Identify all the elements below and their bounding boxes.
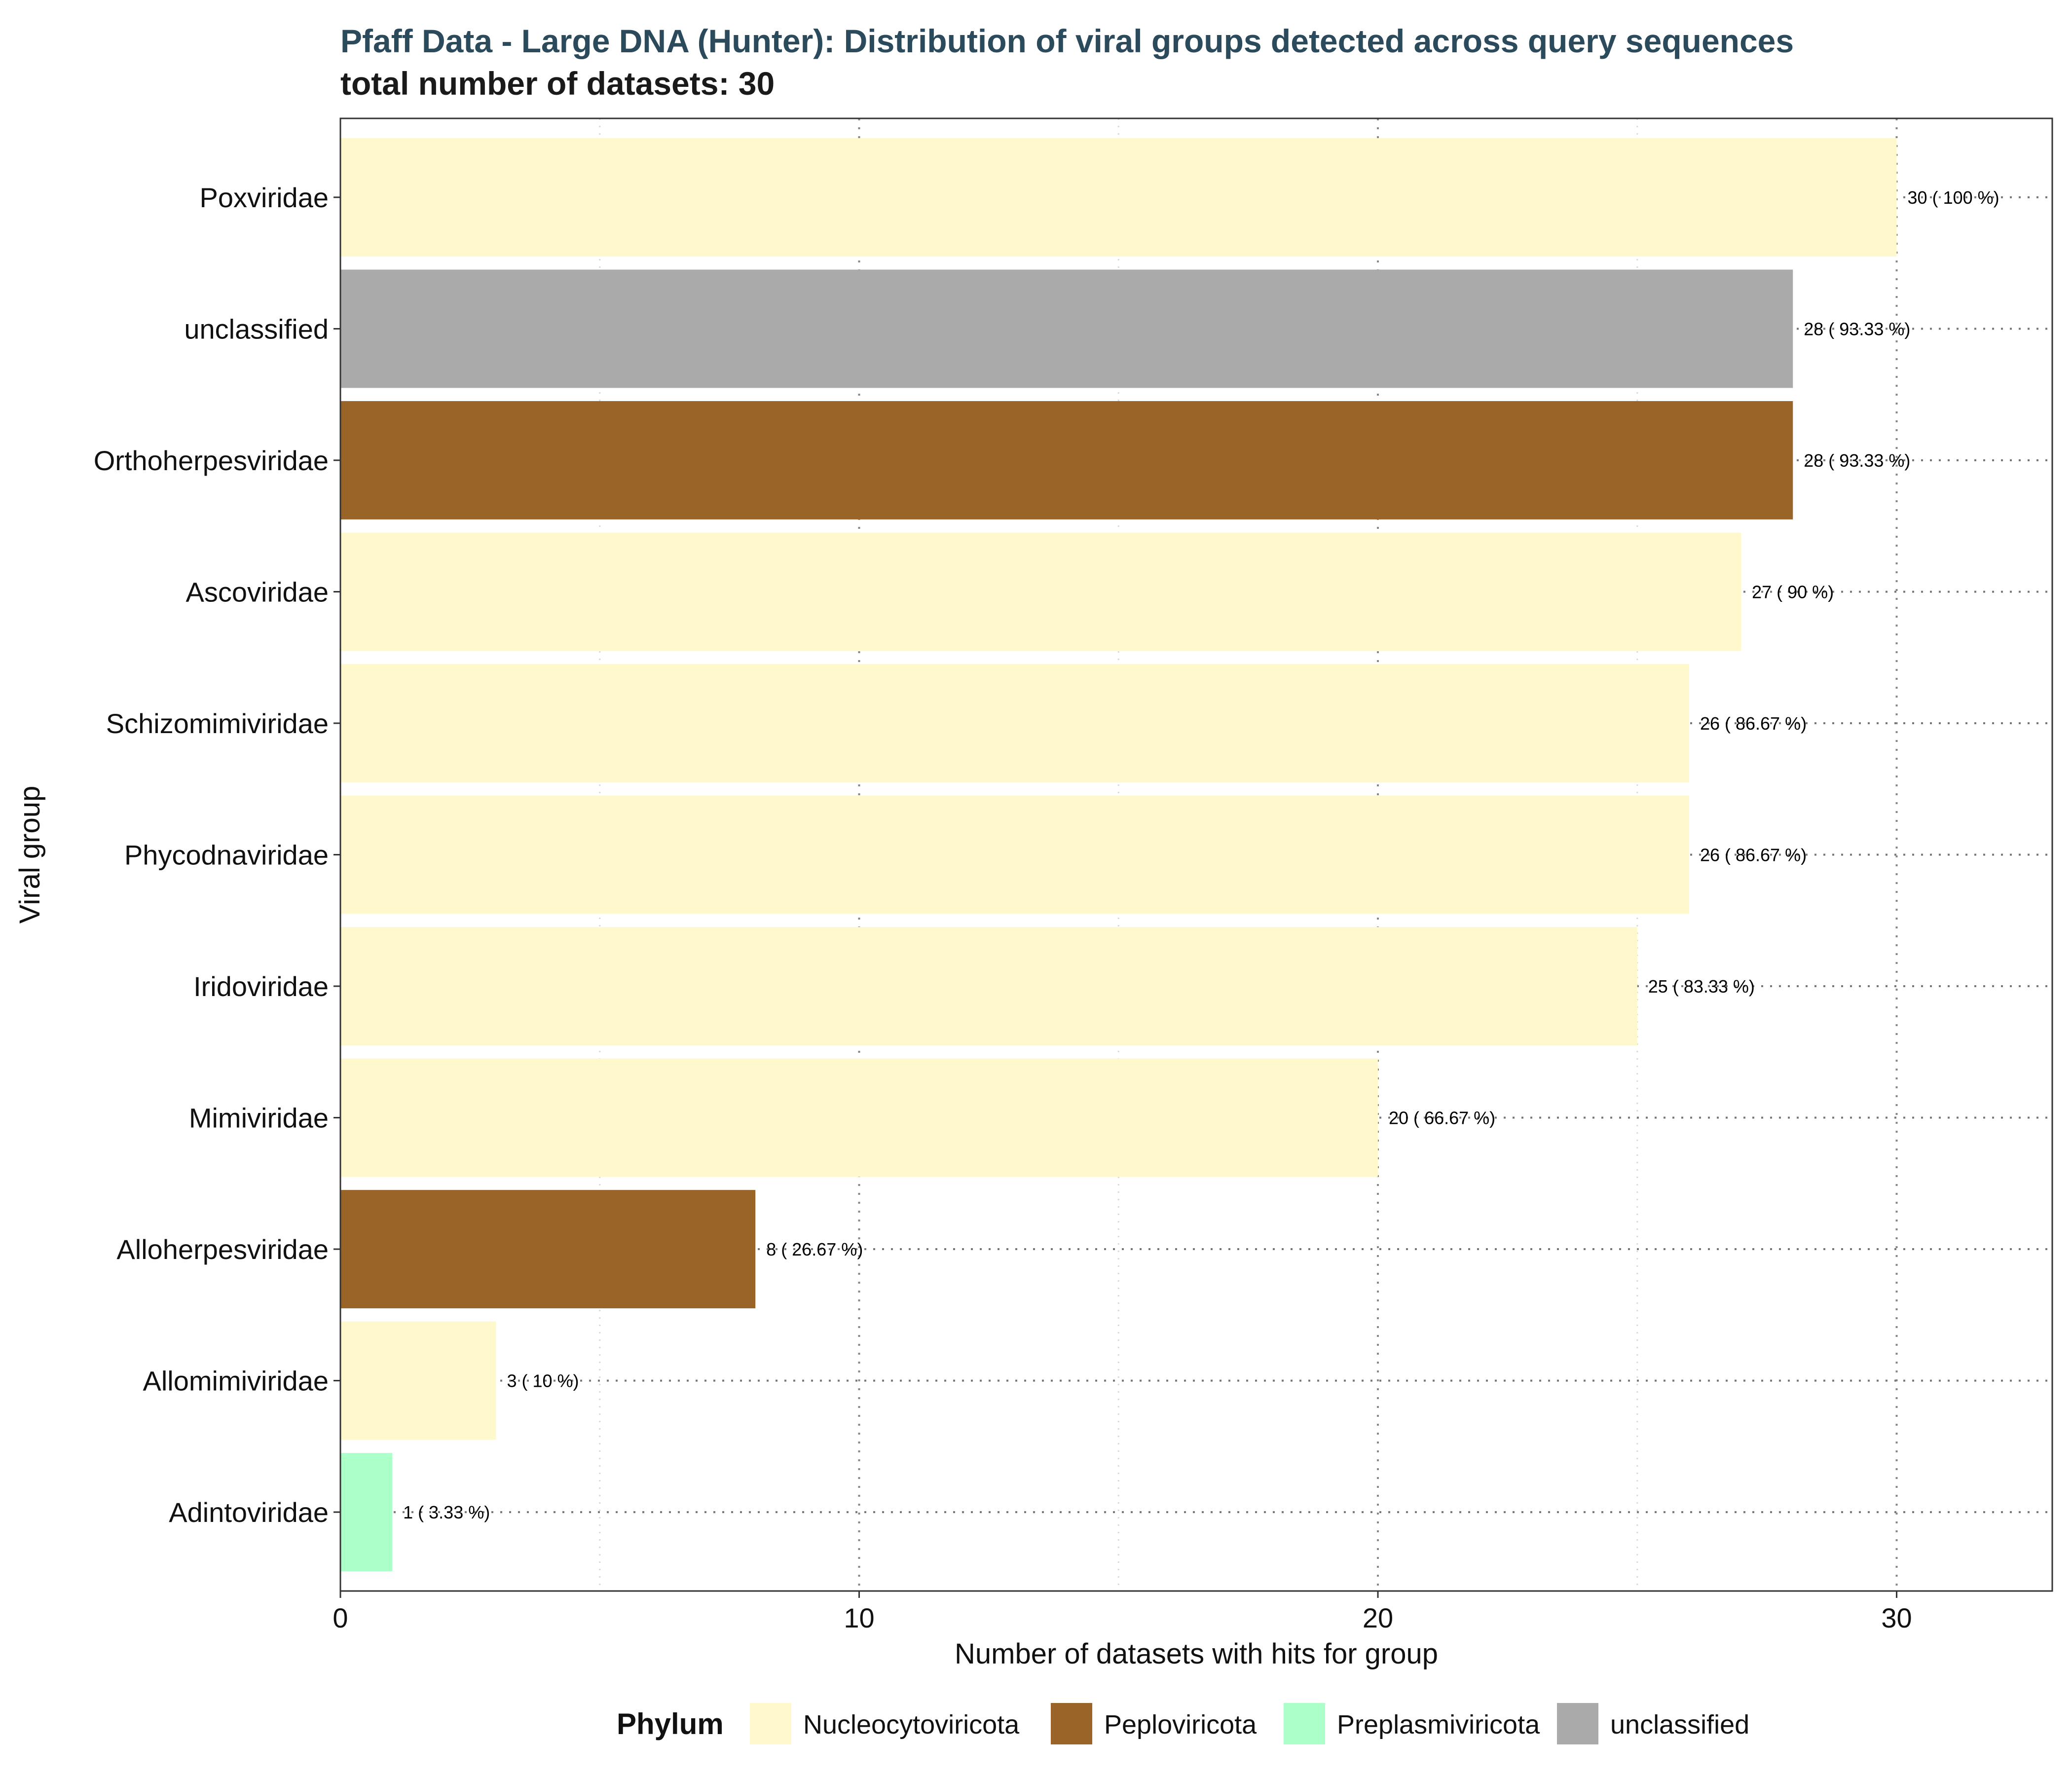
data-label: 26 ( 86.67 %)	[1700, 713, 1807, 734]
bar-alloherpesviridae	[340, 1190, 756, 1308]
data-label: 27 ( 90 %)	[1752, 582, 1834, 602]
y-tick-label: Ascoviridae	[186, 576, 329, 607]
x-axis-tick-labels: 0 10 20 30	[333, 1591, 1912, 1633]
bar-unclassified	[340, 269, 1793, 388]
bar-mimiviridae	[340, 1058, 1378, 1177]
legend-key-peploviricota	[1051, 1703, 1092, 1744]
y-tick-label: Adintoviridae	[169, 1497, 329, 1528]
x-axis-title: Number of datasets with hits for group	[955, 1638, 1438, 1670]
legend-label: Peploviricota	[1104, 1710, 1257, 1739]
legend-label: unclassified	[1610, 1710, 1749, 1739]
data-label: 8 ( 26.67 %)	[766, 1239, 863, 1259]
y-tick-label: unclassified	[184, 313, 329, 344]
y-tick-label: Mimiviridae	[189, 1103, 329, 1134]
data-label: 28 ( 93.33 %)	[1804, 319, 1910, 339]
chart-subtitle: total number of datasets: 30	[340, 65, 775, 102]
legend-title: Phylum	[617, 1707, 724, 1740]
legend-label: Preplasmiviricota	[1337, 1710, 1540, 1739]
x-tick-label: 10	[844, 1602, 874, 1633]
y-axis-title: Viral group	[14, 786, 46, 924]
bar-ascoviridae	[340, 532, 1741, 651]
legend-label: Nucleocytoviricota	[803, 1710, 1020, 1739]
legend-key-nucleocytoviricota	[750, 1703, 791, 1744]
legend-key-unclassified	[1557, 1703, 1598, 1744]
x-tick-label: 0	[333, 1602, 348, 1633]
y-axis-tick-labels: Poxviridae unclassified Orthoherpesviridae…	[94, 182, 340, 1528]
x-tick-label: 30	[1881, 1602, 1912, 1633]
data-label: 3 ( 10 %)	[507, 1371, 579, 1391]
y-tick-label: Allomimiviridae	[143, 1366, 329, 1397]
bar-allomimiviridae	[340, 1321, 496, 1440]
chart-title: Pfaff Data - Large DNA (Hunter): Distrib…	[340, 23, 1794, 59]
data-label: 26 ( 86.67 %)	[1700, 845, 1807, 865]
data-label: 20 ( 66.67 %)	[1389, 1108, 1495, 1128]
plot-panel-border	[339, 117, 2053, 1592]
y-tick-label: Iridoviridae	[193, 971, 329, 1002]
bar-adintoviridae	[340, 1453, 393, 1572]
data-labels: 30 ( 100 %) 28 ( 93.33 %) 28 ( 93.33 %) 27 …	[403, 187, 1999, 1522]
data-label: 25 ( 83.33 %)	[1648, 976, 1755, 997]
bar-iridoviridae	[340, 927, 1637, 1045]
data-label: 28 ( 93.33 %)	[1804, 450, 1910, 471]
y-tick-label: Alloherpesviridae	[116, 1234, 329, 1265]
bars	[340, 138, 1897, 1572]
legend: Phylum Nucleocytoviricota Peploviricota Pr…	[617, 1703, 1749, 1744]
bar-phycodnaviridae	[340, 795, 1689, 914]
legend-key-preplasmiviricota	[1284, 1703, 1325, 1744]
y-tick-label: Poxviridae	[200, 182, 329, 213]
y-tick-label: Phycodnaviridae	[124, 840, 329, 871]
data-label: 30 ( 100 %)	[1908, 187, 1999, 208]
bar-schizomimiviridae	[340, 664, 1689, 782]
bar-orthoherpesviridae	[340, 401, 1793, 519]
y-tick-label: Schizomimiviridae	[106, 708, 329, 739]
data-label: 1 ( 3.33 %)	[403, 1502, 490, 1522]
x-tick-label: 20	[1363, 1602, 1393, 1633]
bar-poxviridae	[340, 138, 1897, 257]
y-tick-label: Orthoherpesviridae	[94, 445, 329, 476]
